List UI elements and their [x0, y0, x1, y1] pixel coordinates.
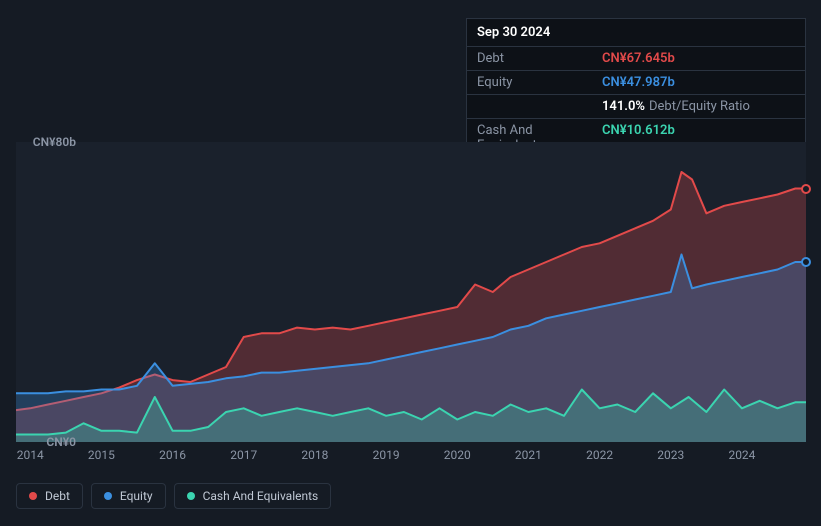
chart-area: CN¥0CN¥80b 20142015201620172018201920202…	[16, 120, 806, 470]
legend-item[interactable]: Debt	[16, 483, 83, 509]
x-axis-label: 2020	[444, 448, 471, 462]
tooltip-row-value: CN¥67.645b	[602, 51, 675, 66]
legend-item[interactable]: Equity	[91, 483, 166, 509]
y-axis-label: CN¥80b	[33, 135, 76, 149]
legend-dot-icon	[104, 492, 112, 500]
tooltip-row-label: Debt	[477, 51, 602, 66]
tooltip-row-value: CN¥47.987b	[602, 75, 675, 90]
x-axis-label: 2014	[17, 448, 44, 462]
tooltip-date: Sep 30 2024	[467, 19, 805, 47]
legend-dot-icon	[187, 492, 195, 500]
x-axis-label: 2017	[230, 448, 257, 462]
legend-label: Debt	[45, 489, 70, 503]
tooltip-row: 141.0% Debt/Equity Ratio	[467, 95, 805, 119]
x-axis-label: 2018	[301, 448, 328, 462]
y-axis-label: CN¥0	[46, 435, 76, 449]
tooltip-row-value: 141.0%	[602, 99, 645, 114]
x-axis-labels: 2014 2015 2016 2017 2018 2019 2020 2021 2022 2023…	[16, 448, 806, 468]
series-end-marker	[801, 184, 811, 194]
x-axis-label: 2019	[373, 448, 400, 462]
x-axis-label: 2023	[657, 448, 684, 462]
plot-area[interactable]	[16, 142, 806, 442]
x-axis-label: 2015	[88, 448, 115, 462]
tooltip-row-suffix: Debt/Equity Ratio	[649, 99, 750, 114]
x-axis-label: 2021	[515, 448, 542, 462]
legend-dot-icon	[29, 492, 37, 500]
chart-svg	[16, 142, 806, 442]
x-axis-label: 2024	[728, 448, 755, 462]
legend-label: Equity	[120, 489, 153, 503]
x-axis-label: 2016	[159, 448, 186, 462]
chart-legend: Debt Equity Cash And Equivalents	[16, 483, 331, 509]
legend-item[interactable]: Cash And Equivalents	[174, 483, 332, 509]
series-end-marker	[801, 257, 811, 267]
legend-label: Cash And Equivalents	[203, 489, 319, 503]
tooltip-row: EquityCN¥47.987b	[467, 71, 805, 95]
tooltip-row-label	[477, 99, 602, 114]
x-axis-label: 2022	[586, 448, 613, 462]
tooltip-row: DebtCN¥67.645b	[467, 47, 805, 71]
tooltip-row-label: Equity	[477, 75, 602, 90]
